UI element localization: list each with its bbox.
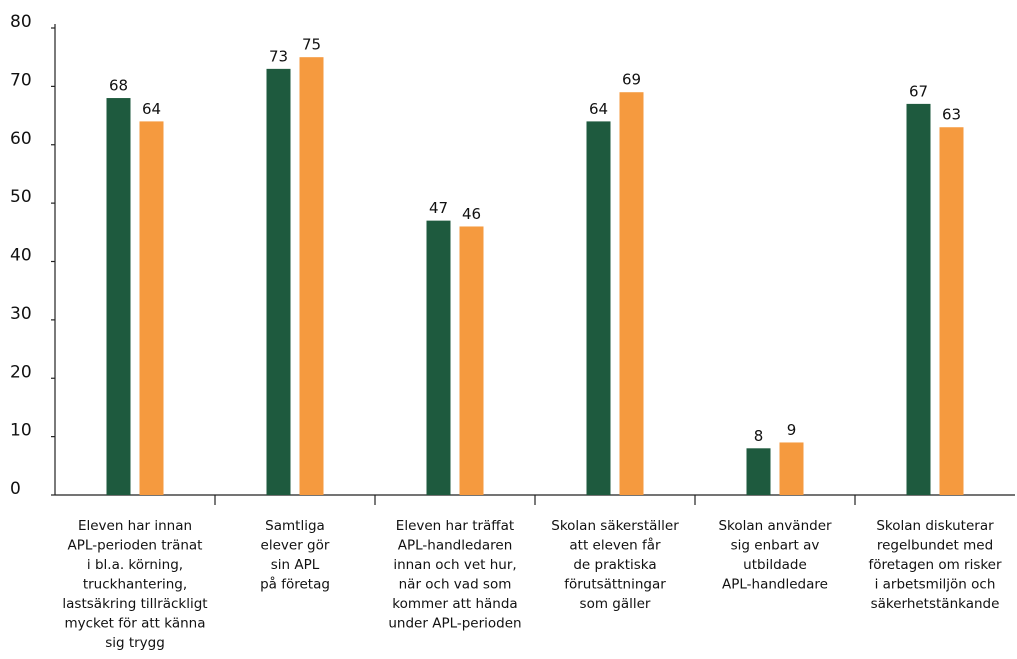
bar xyxy=(106,98,131,496)
x-tick-label-line: i arbetsmiljön och xyxy=(875,577,996,593)
x-tick-label-line: truckhantering, xyxy=(83,577,187,593)
bar xyxy=(779,442,804,495)
x-tick-label-line: Samtliga xyxy=(265,518,325,534)
x-tick-label-line: Skolan använder xyxy=(718,518,832,534)
value-label: 64 xyxy=(142,100,161,118)
bar xyxy=(746,448,771,495)
x-tick-label-line: säkerhetstänkande xyxy=(871,596,1000,612)
x-tick-label-line: när och vad som xyxy=(399,577,512,593)
x-tick-label: Skolan diskuterar regelbundet med företage… xyxy=(868,518,1002,612)
bar xyxy=(619,92,644,496)
x-tick-label-line: företagen om risker xyxy=(868,557,1002,573)
value-label: 68 xyxy=(109,77,128,95)
x-tick-label: Eleven har träffat APL-handledaren innan o… xyxy=(388,518,521,632)
x-tick-label: Eleven har innan APL-perioden tränat i bl.… xyxy=(62,518,207,651)
x-tick-label-line: APL-handledare xyxy=(722,577,828,593)
value-label: 8 xyxy=(754,427,764,445)
x-tick-label-line: elever gör xyxy=(261,538,330,554)
x-tick-label-line: APL-perioden tränat xyxy=(68,538,203,554)
x-tick-label-line: Eleven har träffat xyxy=(396,518,514,534)
x-tick-label-line: APL-handledaren xyxy=(398,538,513,554)
x-tick-label-line: som gäller xyxy=(580,596,651,612)
bar xyxy=(426,220,451,495)
y-tick-label: 40 xyxy=(10,246,32,266)
bar xyxy=(299,57,324,495)
x-tick-label-line: förutsättningar xyxy=(564,577,666,593)
x-tick-label: Samtliga elever gör sin APL på företag xyxy=(260,518,330,593)
x-tick-label-line: att eleven får xyxy=(569,537,661,554)
x-tick-label-line: Skolan säkerställer xyxy=(551,518,679,534)
value-label: 46 xyxy=(462,205,481,223)
x-tick-label-line: Eleven har innan xyxy=(78,518,192,534)
bar xyxy=(906,103,931,495)
x-tick-label-line: sig trygg xyxy=(105,635,165,651)
value-label: 67 xyxy=(909,82,928,100)
x-tick-label-line: kommer att hända xyxy=(392,596,517,612)
x-tick-label-line: sig enbart av xyxy=(731,538,820,554)
x-tick-label-line: utbildade xyxy=(743,557,807,573)
x-tick-label: Skolan säkerställer att eleven får de prak… xyxy=(551,518,679,612)
y-tick-label: 50 xyxy=(10,187,32,207)
bar xyxy=(586,121,611,496)
y-tick-label: 70 xyxy=(10,70,32,90)
bar xyxy=(459,226,484,495)
y-tick-label: 10 xyxy=(10,421,32,441)
x-tick-label-line: på företag xyxy=(260,576,330,593)
bar xyxy=(266,68,291,496)
x-tick-label-line: sin APL xyxy=(271,557,320,573)
y-tick-label: 20 xyxy=(10,362,32,382)
y-tick-label: 30 xyxy=(10,304,32,324)
x-tick-label-line: lastsäkring tillräckligt xyxy=(62,596,207,612)
value-label: 73 xyxy=(269,47,288,65)
x-tick-label-line: i bl.a. körning, xyxy=(87,557,183,573)
value-label: 9 xyxy=(787,421,797,439)
x-tick-label-line: innan och vet hur, xyxy=(393,557,516,573)
x-tick-label-line: de praktiska xyxy=(573,557,656,573)
value-label: 75 xyxy=(302,36,321,54)
value-label: 47 xyxy=(429,199,448,217)
y-tick-label: 60 xyxy=(10,129,32,149)
x-tick-label-line: Skolan diskuterar xyxy=(876,518,994,534)
x-tick-label-line: mycket för att känna xyxy=(64,616,205,632)
value-label: 63 xyxy=(942,106,961,124)
bar xyxy=(939,127,964,496)
x-tick-label: Skolan använder sig enbart av utbildade APL… xyxy=(718,518,832,593)
y-tick-label: 0 xyxy=(10,479,21,499)
x-tick-label-line: regelbundet med xyxy=(877,538,993,554)
value-label: 69 xyxy=(622,71,641,89)
bar xyxy=(139,121,164,496)
y-tick-label: 80 xyxy=(10,12,32,32)
value-label: 64 xyxy=(589,100,608,118)
x-tick-label-line: under APL-perioden xyxy=(388,616,521,632)
